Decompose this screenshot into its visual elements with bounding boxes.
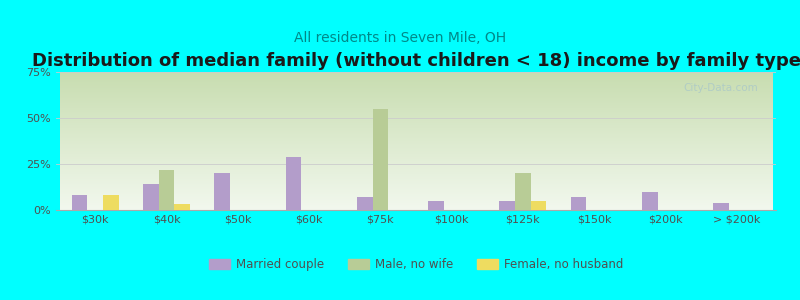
Bar bbox=[174, 205, 190, 210]
Title: Distribution of median family (without children < 18) income by family type: Distribution of median family (without c… bbox=[31, 52, 800, 70]
Bar bbox=[158, 169, 174, 210]
Bar bbox=[143, 184, 158, 210]
Text: All residents in Seven Mile, OH: All residents in Seven Mile, OH bbox=[294, 32, 506, 46]
Bar bbox=[499, 201, 515, 210]
Text: City-Data.com: City-Data.com bbox=[683, 83, 758, 93]
Bar bbox=[357, 197, 373, 210]
Bar bbox=[714, 202, 729, 210]
Bar bbox=[570, 197, 586, 210]
Bar bbox=[530, 201, 546, 210]
Legend: Married couple, Male, no wife, Female, no husband: Married couple, Male, no wife, Female, n… bbox=[204, 254, 628, 276]
Bar bbox=[286, 157, 302, 210]
Bar bbox=[214, 173, 230, 210]
Bar bbox=[515, 173, 530, 210]
Bar bbox=[428, 201, 444, 210]
Bar bbox=[72, 195, 87, 210]
Bar bbox=[642, 192, 658, 210]
Bar bbox=[103, 195, 118, 210]
Bar bbox=[373, 109, 388, 210]
